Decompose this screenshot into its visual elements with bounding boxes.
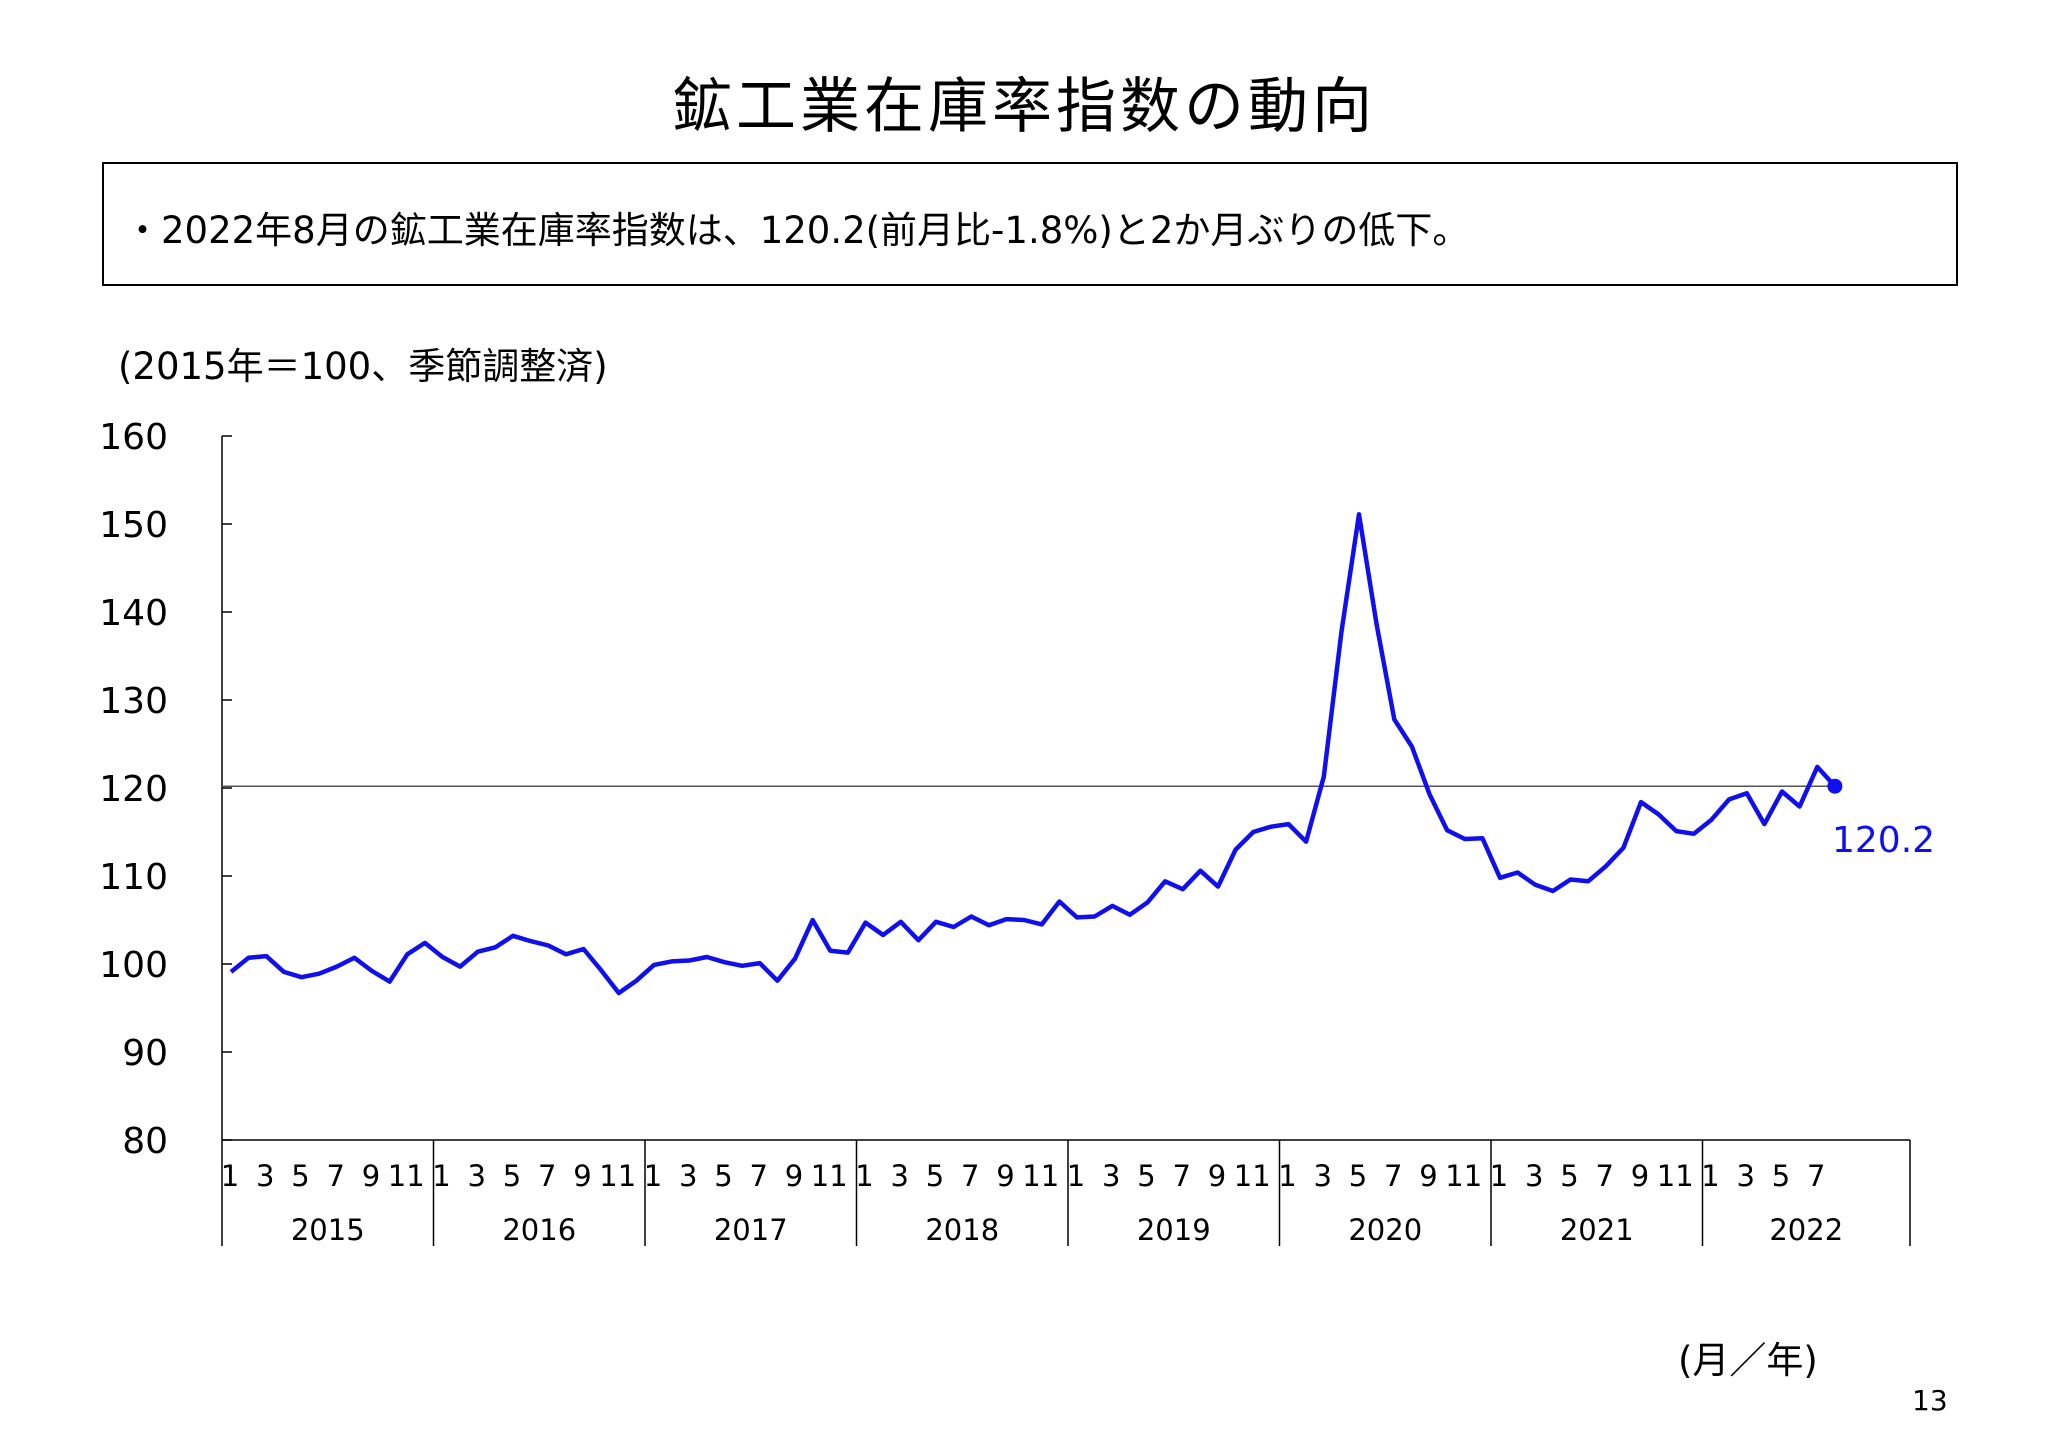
x-month-label: 11 xyxy=(1657,1159,1694,1193)
x-year-label: 2018 xyxy=(925,1213,999,1247)
x-month-label: 3 xyxy=(891,1159,909,1193)
x-year-label: 2017 xyxy=(714,1213,788,1247)
y-tick-label: 90 xyxy=(122,1033,168,1074)
x-month-label: 5 xyxy=(503,1159,521,1193)
x-month-label: 3 xyxy=(468,1159,486,1193)
x-month-label: 7 xyxy=(327,1159,345,1193)
x-month-label: 7 xyxy=(1807,1159,1825,1193)
x-year-label: 2022 xyxy=(1769,1213,1843,1247)
x-month-label: 1 xyxy=(855,1159,873,1193)
x-month-label: 11 xyxy=(388,1159,425,1193)
x-month-label: 7 xyxy=(1596,1159,1614,1193)
y-tick-label: 160 xyxy=(99,417,168,458)
x-month-label: 7 xyxy=(538,1159,556,1193)
x-month-label: 9 xyxy=(996,1159,1014,1193)
x-month-label: 11 xyxy=(599,1159,636,1193)
x-month-label: 5 xyxy=(1137,1159,1155,1193)
x-month-label: 9 xyxy=(1208,1159,1226,1193)
x-year-label: 2019 xyxy=(1137,1213,1211,1247)
x-month-label: 7 xyxy=(961,1159,979,1193)
x-month-label: 3 xyxy=(679,1159,697,1193)
x-year-label: 2021 xyxy=(1560,1213,1634,1247)
y-tick-label: 130 xyxy=(99,681,168,722)
x-month-label: 5 xyxy=(1772,1159,1790,1193)
x-year-label: 2020 xyxy=(1348,1213,1422,1247)
x-month-label: 7 xyxy=(750,1159,768,1193)
series-line xyxy=(229,512,1837,996)
y-tick-label: 120 xyxy=(99,769,168,810)
x-month-label: 5 xyxy=(714,1159,732,1193)
x-month-label: 1 xyxy=(1278,1159,1296,1193)
y-tick-label: 110 xyxy=(99,857,168,898)
x-month-label: 7 xyxy=(1173,1159,1191,1193)
x-month-label: 11 xyxy=(1445,1159,1482,1193)
latest-point-marker xyxy=(1827,778,1843,794)
y-unit-label: (2015年＝100、季節調整済) xyxy=(118,345,608,388)
y-tick-label: 140 xyxy=(99,593,168,634)
x-month-label: 3 xyxy=(256,1159,274,1193)
x-month-label: 1 xyxy=(1701,1159,1719,1193)
x-month-label: 3 xyxy=(1525,1159,1543,1193)
x-month-label: 1 xyxy=(644,1159,662,1193)
x-month-label: 5 xyxy=(291,1159,309,1193)
y-tick-label: 80 xyxy=(122,1121,168,1162)
x-month-label: 5 xyxy=(926,1159,944,1193)
x-month-label: 9 xyxy=(785,1159,803,1193)
page-number: 13 xyxy=(1912,1384,1948,1417)
summary-box: ・2022年8月の鉱工業在庫率指数は、120.2(前月比-1.8%)と2か月ぶり… xyxy=(102,162,1958,286)
x-month-label: 5 xyxy=(1560,1159,1578,1193)
latest-value-label: 120.2 xyxy=(1832,820,1935,861)
x-month-label: 3 xyxy=(1102,1159,1120,1193)
x-year-label: 2016 xyxy=(502,1213,576,1247)
x-month-label: 1 xyxy=(1490,1159,1508,1193)
x-month-label: 9 xyxy=(362,1159,380,1193)
x-month-label: 1 xyxy=(1067,1159,1085,1193)
x-month-label: 7 xyxy=(1384,1159,1402,1193)
x-month-label: 11 xyxy=(811,1159,848,1193)
x-axis-unit-label: (月／年) xyxy=(1678,1339,1818,1382)
page-title: 鉱工業在庫率指数の動向 xyxy=(672,72,1376,142)
x-year-label: 2015 xyxy=(291,1213,365,1247)
x-month-label: 11 xyxy=(1234,1159,1271,1193)
y-tick-label: 100 xyxy=(99,945,168,986)
x-month-label: 9 xyxy=(1419,1159,1437,1193)
x-month-label: 9 xyxy=(573,1159,591,1193)
y-tick-label: 150 xyxy=(99,505,168,546)
x-month-label: 11 xyxy=(1022,1159,1059,1193)
x-month-label: 1 xyxy=(221,1159,239,1193)
summary-text: ・2022年8月の鉱工業在庫率指数は、120.2(前月比-1.8%)と2か月ぶり… xyxy=(124,209,1470,252)
x-month-label: 3 xyxy=(1737,1159,1755,1193)
x-month-label: 3 xyxy=(1314,1159,1332,1193)
x-month-label: 5 xyxy=(1349,1159,1367,1193)
x-month-label: 9 xyxy=(1631,1159,1649,1193)
x-month-label: 1 xyxy=(432,1159,450,1193)
